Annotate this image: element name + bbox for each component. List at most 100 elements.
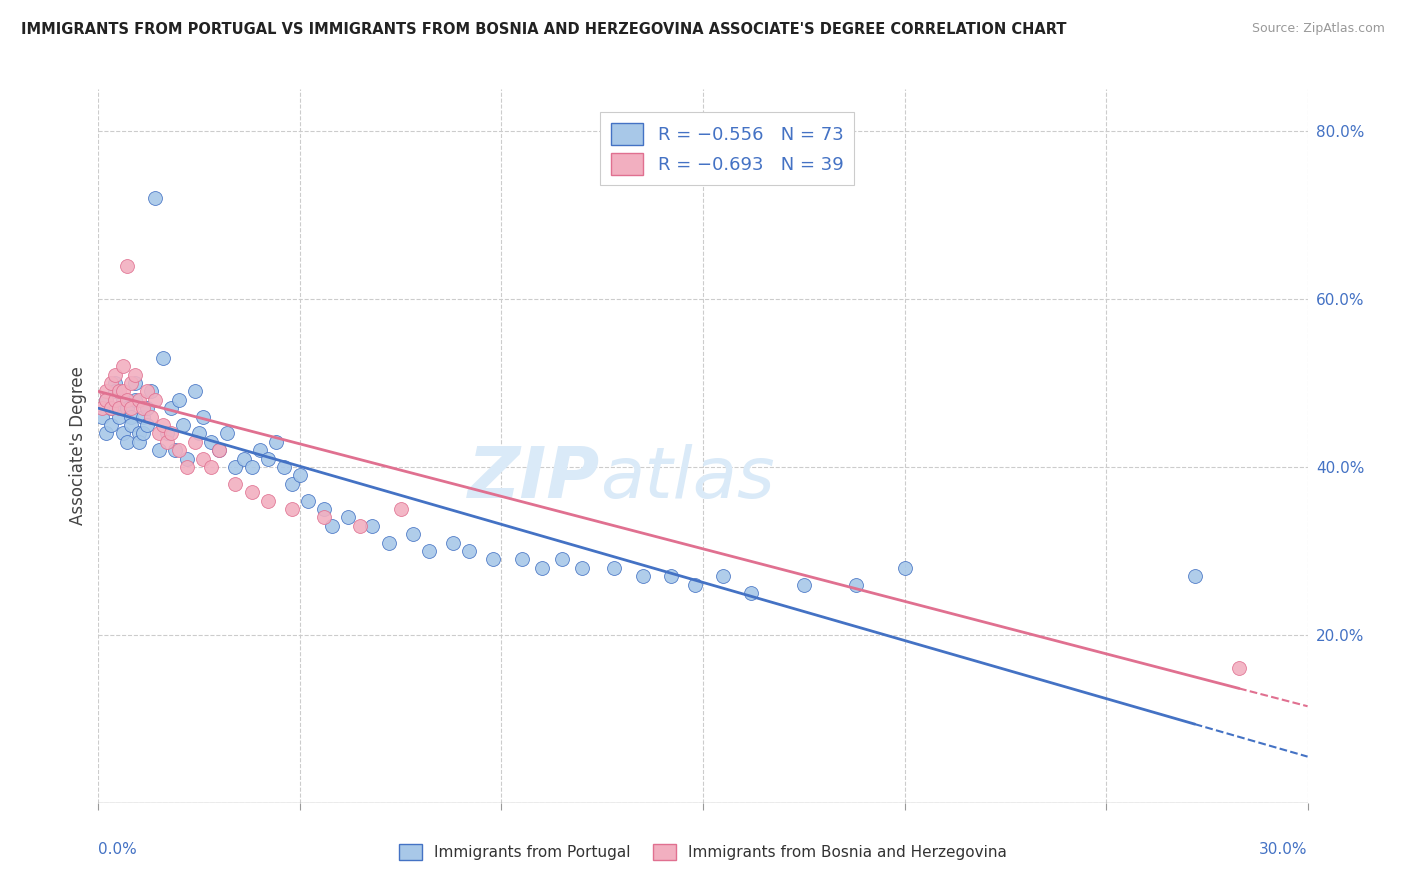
Point: [510, 552, 533, 566]
Point: [120, 409, 142, 424]
Point: [132, 426, 155, 441]
Point: [281, 476, 304, 491]
Point: [176, 460, 198, 475]
Text: Source: ZipAtlas.com: Source: ZipAtlas.com: [1251, 22, 1385, 36]
Text: ZIP: ZIP: [468, 443, 600, 513]
Point: [160, 401, 183, 416]
Point: [256, 451, 278, 466]
Point: [115, 259, 138, 273]
Point: [143, 191, 166, 205]
Point: [631, 569, 654, 583]
Point: [389, 502, 412, 516]
Point: [132, 401, 155, 416]
Point: [139, 384, 162, 399]
Point: [115, 392, 138, 407]
Point: [156, 426, 179, 441]
Point: [115, 401, 138, 416]
Point: [603, 560, 626, 574]
Point: [135, 384, 157, 399]
Point: [321, 518, 343, 533]
Legend: Immigrants from Portugal, Immigrants from Bosnia and Herzegovina: Immigrants from Portugal, Immigrants fro…: [392, 838, 1014, 866]
Point: [124, 376, 146, 390]
Point: [96, 384, 118, 399]
Point: [120, 401, 142, 416]
Point: [100, 376, 122, 390]
Point: [349, 518, 371, 533]
Point: [256, 493, 278, 508]
Point: [107, 384, 129, 399]
Point: [217, 426, 239, 441]
Point: [135, 417, 157, 432]
Point: [240, 460, 263, 475]
Point: [103, 384, 125, 399]
Point: [96, 392, 118, 407]
Point: [402, 527, 425, 541]
Text: atlas: atlas: [600, 443, 775, 513]
Point: [711, 569, 734, 583]
Point: [273, 460, 295, 475]
Point: [148, 443, 170, 458]
Point: [100, 401, 122, 416]
Point: [152, 417, 174, 432]
Text: IMMIGRANTS FROM PORTUGAL VS IMMIGRANTS FROM BOSNIA AND HERZEGOVINA ASSOCIATE'S D: IMMIGRANTS FROM PORTUGAL VS IMMIGRANTS F…: [21, 22, 1067, 37]
Point: [163, 443, 186, 458]
Point: [120, 376, 142, 390]
Point: [96, 426, 118, 441]
Point: [200, 460, 222, 475]
Point: [1227, 661, 1250, 675]
Point: [240, 485, 263, 500]
Point: [115, 434, 138, 449]
Point: [100, 401, 122, 416]
Point: [571, 560, 593, 574]
Point: [208, 443, 231, 458]
Point: [148, 426, 170, 441]
Point: [297, 493, 319, 508]
Point: [232, 451, 254, 466]
Point: [111, 359, 134, 374]
Point: [193, 409, 215, 424]
Point: [120, 417, 142, 432]
Text: 30.0%: 30.0%: [1260, 842, 1308, 857]
Point: [107, 401, 129, 416]
Point: [224, 476, 246, 491]
Point: [91, 401, 114, 416]
Point: [683, 577, 706, 591]
Point: [156, 434, 179, 449]
Point: [128, 426, 150, 441]
Point: [314, 502, 336, 516]
Point: [100, 417, 122, 432]
Point: [143, 392, 166, 407]
Point: [208, 443, 231, 458]
Point: [893, 560, 915, 574]
Point: [193, 451, 215, 466]
Point: [91, 409, 114, 424]
Point: [224, 460, 246, 475]
Point: [172, 417, 194, 432]
Point: [377, 535, 399, 549]
Point: [361, 518, 384, 533]
Point: [111, 426, 134, 441]
Point: [111, 392, 134, 407]
Point: [103, 392, 125, 407]
Point: [793, 577, 815, 591]
Point: [135, 401, 157, 416]
Point: [659, 569, 682, 583]
Point: [124, 392, 146, 407]
Point: [249, 443, 271, 458]
Point: [160, 426, 183, 441]
Point: [184, 434, 207, 449]
Point: [1184, 569, 1206, 583]
Point: [107, 409, 129, 424]
Point: [152, 351, 174, 365]
Point: [167, 392, 190, 407]
Point: [132, 409, 155, 424]
Point: [111, 384, 134, 399]
Point: [124, 368, 146, 382]
Point: [128, 434, 150, 449]
Point: [103, 376, 125, 390]
Point: [188, 426, 211, 441]
Point: [337, 510, 360, 524]
Point: [551, 552, 574, 566]
Point: [314, 510, 336, 524]
Point: [264, 434, 287, 449]
